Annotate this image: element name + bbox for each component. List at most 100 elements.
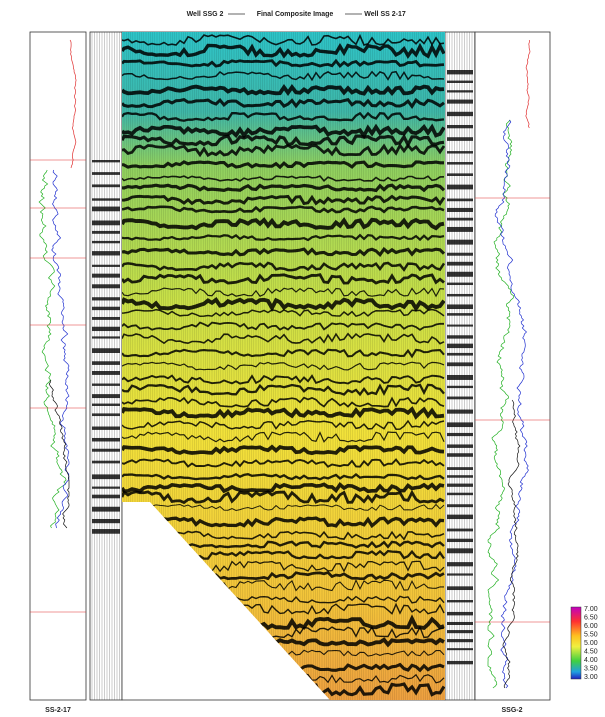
seismic-event bbox=[122, 175, 445, 182]
seismic-event bbox=[122, 444, 445, 456]
seismic-event bbox=[122, 374, 445, 385]
trace-event bbox=[447, 70, 473, 75]
figure-title: Final Composite Image bbox=[257, 11, 334, 18]
seismic-event bbox=[122, 348, 445, 359]
colorbar-tick-label: 3.00 bbox=[584, 674, 598, 681]
trace-event bbox=[92, 172, 120, 175]
seismic-event bbox=[122, 332, 445, 345]
colorbar-tick-label: 5.00 bbox=[584, 640, 598, 647]
trace-event bbox=[447, 313, 473, 316]
seismic-event bbox=[122, 458, 445, 468]
trace-event bbox=[447, 630, 473, 634]
colorbar-tick-label: 4.50 bbox=[584, 648, 598, 655]
seismic-event bbox=[122, 308, 445, 318]
colorbar bbox=[570, 606, 582, 680]
seismic-event bbox=[122, 489, 445, 505]
seismic-event bbox=[122, 321, 444, 331]
seismic-event bbox=[122, 361, 445, 371]
well-log-curve bbox=[487, 119, 515, 689]
trace-event bbox=[447, 374, 473, 380]
seismic-event bbox=[122, 123, 445, 140]
well-log-curve bbox=[525, 39, 531, 129]
trace-event bbox=[447, 226, 473, 232]
trace-event bbox=[92, 371, 120, 375]
colorbar-tick-label: 6.00 bbox=[584, 623, 598, 630]
trace-event bbox=[447, 271, 473, 277]
colorbar-ticks: 7.006.50 6.005.50 5.004.50 4.003.50 3.00 bbox=[584, 606, 598, 681]
trace-event bbox=[447, 111, 473, 117]
trace-event bbox=[92, 160, 120, 163]
trace-event bbox=[447, 396, 473, 400]
trace-event bbox=[447, 453, 473, 457]
trace-event bbox=[447, 648, 473, 651]
trace-event bbox=[447, 252, 473, 256]
right-log-label: SSG-2 bbox=[501, 707, 522, 714]
seismic-event bbox=[122, 142, 445, 158]
seismic-event bbox=[122, 503, 445, 512]
trace-event bbox=[447, 432, 473, 437]
trace-event bbox=[92, 264, 120, 267]
seismic-event bbox=[122, 396, 445, 408]
trace-event bbox=[447, 282, 473, 286]
trace-event bbox=[92, 474, 120, 480]
trace-event bbox=[447, 343, 473, 349]
trace-event bbox=[447, 660, 473, 665]
trace-event bbox=[92, 184, 120, 188]
trace-event bbox=[447, 504, 473, 508]
trace-event bbox=[92, 273, 120, 278]
seismic-event bbox=[122, 406, 445, 420]
seismic-event bbox=[122, 97, 445, 110]
trace-event bbox=[92, 394, 120, 399]
seismic-event bbox=[122, 42, 445, 59]
colorbar-tick-label: 7.00 bbox=[584, 606, 598, 613]
well-log-curve bbox=[502, 399, 521, 689]
colorbar-tick-label: 4.00 bbox=[584, 657, 598, 664]
trace-event bbox=[447, 261, 473, 266]
well-log-curve bbox=[38, 169, 67, 529]
trace-event bbox=[447, 444, 473, 448]
trace-event bbox=[92, 383, 120, 386]
trace-event bbox=[447, 600, 473, 603]
trace-event bbox=[92, 230, 120, 234]
right-log-panel bbox=[474, 31, 551, 701]
colorbar-tick-label: 5.50 bbox=[584, 631, 598, 638]
trace-event bbox=[92, 518, 120, 524]
well-log-curve bbox=[48, 379, 70, 529]
seismic-event bbox=[122, 233, 445, 242]
trace-event bbox=[92, 348, 120, 354]
well-log-curve bbox=[494, 119, 529, 689]
seismic-event bbox=[122, 183, 445, 193]
trace-event bbox=[447, 99, 473, 104]
trace-event bbox=[447, 573, 473, 576]
trace-event bbox=[447, 137, 473, 141]
seismic-event bbox=[122, 194, 445, 207]
colorbar-tick-label: 3.50 bbox=[584, 665, 598, 672]
trace-event bbox=[447, 184, 473, 190]
trace-event bbox=[447, 352, 473, 356]
trace-event bbox=[447, 324, 473, 327]
seismic-event bbox=[122, 273, 445, 285]
trace-event bbox=[447, 422, 473, 428]
seismic-event bbox=[122, 383, 445, 397]
trace-event bbox=[92, 336, 120, 339]
trace-event bbox=[447, 514, 473, 520]
panels bbox=[29, 31, 551, 701]
trace-event bbox=[92, 413, 120, 417]
seismic-event bbox=[122, 516, 445, 529]
trace-event bbox=[447, 162, 473, 165]
seismic-event bbox=[122, 287, 445, 298]
seismic-event bbox=[122, 431, 445, 443]
trace-event bbox=[92, 220, 120, 226]
trace-event bbox=[92, 198, 120, 201]
left-trace-panel bbox=[89, 31, 123, 701]
seismic-event bbox=[122, 419, 445, 430]
trace-event bbox=[447, 90, 473, 93]
seismic-event bbox=[122, 246, 445, 258]
well-log-curve bbox=[69, 39, 77, 169]
seismic-event bbox=[122, 111, 445, 122]
colorbar-tick-label: 6.50 bbox=[584, 614, 598, 621]
seismic-event bbox=[122, 481, 445, 494]
trace-event bbox=[447, 611, 473, 616]
trace-event bbox=[447, 639, 473, 643]
